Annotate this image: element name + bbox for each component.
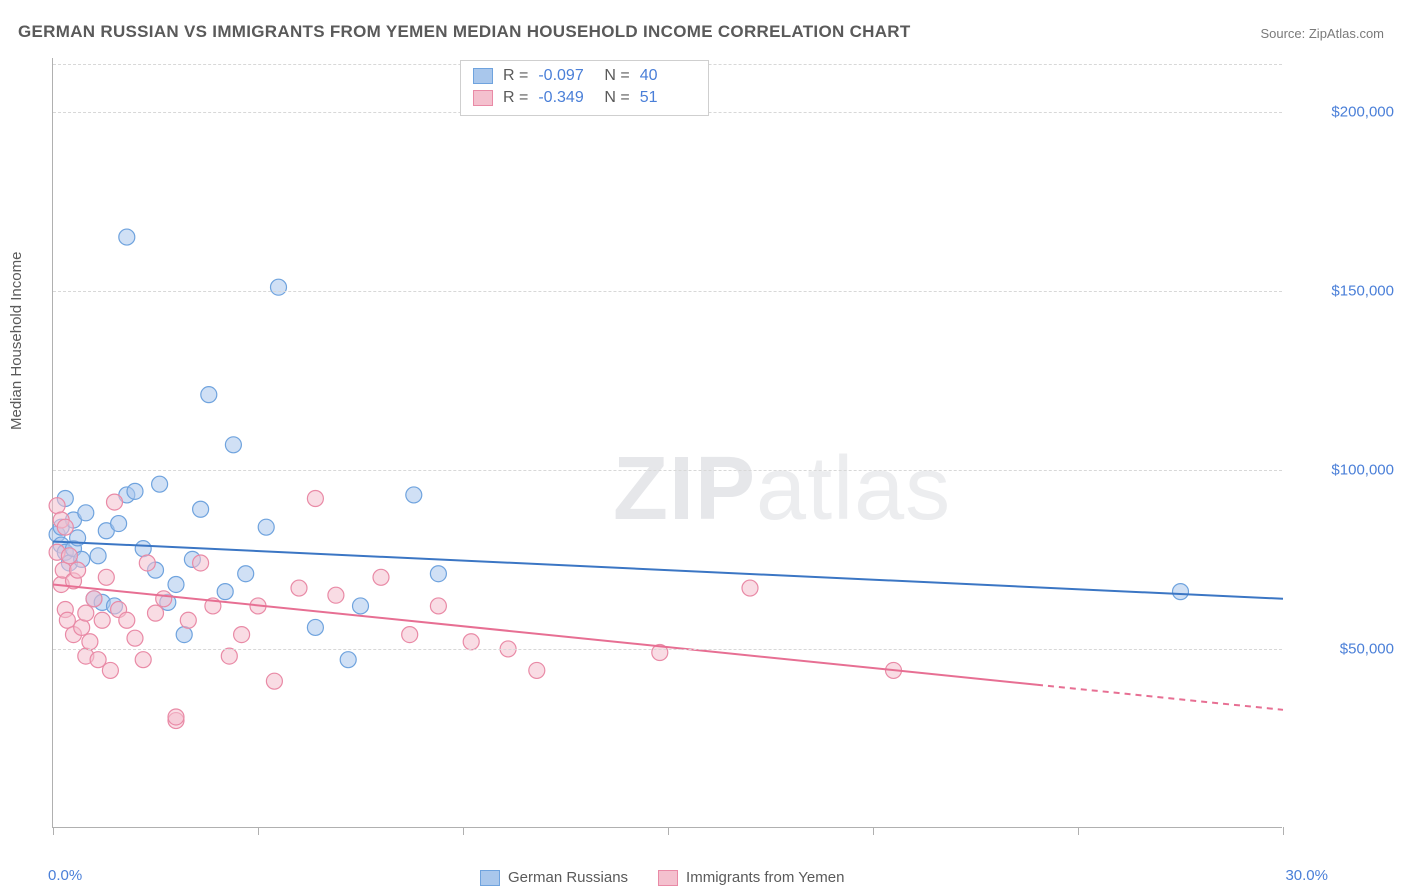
x-tick: [1283, 827, 1284, 835]
gridline: [53, 470, 1282, 471]
scatter-point: [266, 673, 282, 689]
legend-item-0: German Russians: [480, 869, 628, 886]
scatter-point: [127, 483, 143, 499]
legend-label: Immigrants from Yemen: [686, 869, 844, 886]
scatter-point: [152, 476, 168, 492]
scatter-point: [176, 627, 192, 643]
scatter-point: [78, 505, 94, 521]
scatter-point: [135, 652, 151, 668]
trend-line: [1037, 685, 1283, 710]
scatter-point: [742, 580, 758, 596]
scatter-point: [94, 612, 110, 628]
y-axis-label: Median Household Income: [8, 252, 25, 430]
legend-label: German Russians: [508, 869, 628, 886]
scatter-point: [217, 584, 233, 600]
y-tick-label: $200,000: [1331, 103, 1394, 120]
scatter-point: [201, 387, 217, 403]
x-tick: [668, 827, 669, 835]
scatter-point: [90, 548, 106, 564]
gridline: [53, 649, 1282, 650]
scatter-point: [82, 634, 98, 650]
x-tick-label-min: 0.0%: [48, 867, 82, 884]
scatter-point: [86, 591, 102, 607]
x-tick: [463, 827, 464, 835]
scatter-point: [430, 566, 446, 582]
scatter-point: [402, 627, 418, 643]
x-tick: [1078, 827, 1079, 835]
scatter-point: [221, 648, 237, 664]
x-tick: [53, 827, 54, 835]
swatch-icon: [480, 870, 500, 886]
scatter-point: [102, 662, 118, 678]
scatter-point: [107, 494, 123, 510]
stats-row-series-1: R =-0.349 N =51: [473, 87, 696, 109]
scatter-point: [463, 634, 479, 650]
scatter-point: [406, 487, 422, 503]
scatter-point: [156, 591, 172, 607]
scatter-point: [119, 229, 135, 245]
swatch-icon: [473, 90, 493, 106]
scatter-point: [61, 548, 77, 564]
scatter-point: [193, 501, 209, 517]
y-tick-label: $150,000: [1331, 282, 1394, 299]
gridline: [53, 291, 1282, 292]
scatter-point: [139, 555, 155, 571]
scatter-point: [430, 598, 446, 614]
bottom-legend: German Russians Immigrants from Yemen: [480, 869, 844, 886]
scatter-point: [225, 437, 241, 453]
scatter-point: [74, 619, 90, 635]
scatter-point: [193, 555, 209, 571]
scatter-point: [111, 516, 127, 532]
scatter-point: [307, 619, 323, 635]
scatter-point: [271, 279, 287, 295]
scatter-point: [238, 566, 254, 582]
x-tick: [873, 827, 874, 835]
swatch-icon: [658, 870, 678, 886]
scatter-point: [49, 498, 65, 514]
stats-row-series-0: R =-0.097 N =40: [473, 65, 696, 87]
scatter-point: [168, 709, 184, 725]
scatter-point: [529, 662, 545, 678]
scatter-point: [148, 605, 164, 621]
scatter-point: [307, 491, 323, 507]
y-tick-label: $100,000: [1331, 461, 1394, 478]
source-label: Source: ZipAtlas.com: [1260, 26, 1384, 41]
scatter-point: [135, 541, 151, 557]
trend-line: [53, 541, 1283, 598]
plot-area: ZIPatlas: [52, 58, 1282, 828]
plot-svg: [53, 58, 1282, 827]
scatter-point: [78, 605, 94, 621]
scatter-point: [168, 576, 184, 592]
scatter-point: [119, 612, 135, 628]
scatter-point: [127, 630, 143, 646]
stats-legend-box: R =-0.097 N =40 R =-0.349 N =51: [460, 60, 709, 116]
scatter-point: [57, 519, 73, 535]
x-tick: [258, 827, 259, 835]
scatter-point: [59, 612, 75, 628]
x-tick-label-max: 30.0%: [1285, 867, 1328, 884]
scatter-point: [373, 569, 389, 585]
swatch-icon: [473, 68, 493, 84]
scatter-point: [98, 569, 114, 585]
y-tick-label: $50,000: [1340, 640, 1394, 657]
scatter-point: [1173, 584, 1189, 600]
scatter-point: [234, 627, 250, 643]
legend-item-1: Immigrants from Yemen: [658, 869, 844, 886]
scatter-point: [328, 587, 344, 603]
scatter-point: [70, 562, 86, 578]
scatter-point: [353, 598, 369, 614]
scatter-point: [180, 612, 196, 628]
chart-title: GERMAN RUSSIAN VS IMMIGRANTS FROM YEMEN …: [18, 22, 911, 42]
scatter-point: [258, 519, 274, 535]
scatter-point: [291, 580, 307, 596]
scatter-point: [340, 652, 356, 668]
